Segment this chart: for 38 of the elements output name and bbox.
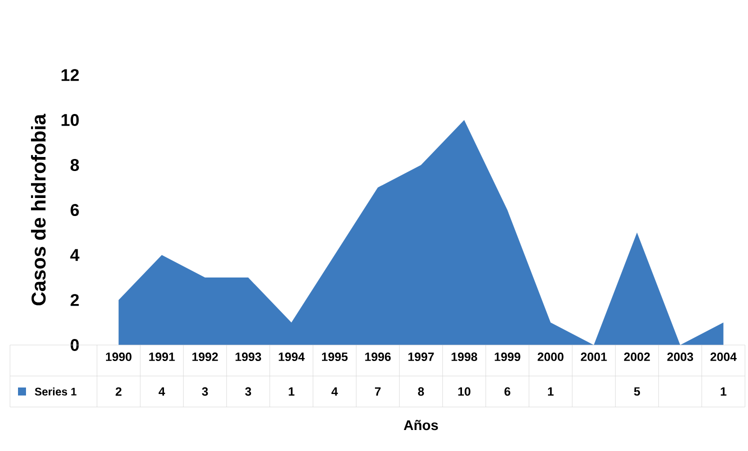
data-label: 1 <box>288 387 294 396</box>
y-axis-title: Casos de hidrofobia <box>31 114 46 306</box>
y-tick-label: 10 <box>62 114 79 126</box>
x-tick-label: 1995 <box>322 352 348 362</box>
data-label: 10 <box>458 387 470 396</box>
y-tick-label: 2 <box>70 294 79 306</box>
x-tick-label: 1993 <box>236 352 262 362</box>
x-tick-label: 1996 <box>365 352 391 362</box>
data-label: 3 <box>245 387 252 396</box>
y-tick-label: 0 <box>70 338 79 352</box>
x-tick-label: 1997 <box>408 352 434 362</box>
data-label: 8 <box>418 387 424 396</box>
y-tick-label: 8 <box>70 158 79 172</box>
data-label: 3 <box>202 387 208 396</box>
x-tick-label: 1994 <box>278 352 305 362</box>
data-label: 4 <box>331 387 338 396</box>
data-label: 6 <box>504 387 510 396</box>
data-label: 4 <box>158 387 166 396</box>
x-tick-label: 1992 <box>192 352 218 362</box>
data-label: 1 <box>720 387 726 396</box>
data-label: 2 <box>116 387 122 396</box>
y-tick-label: 12 <box>62 69 79 81</box>
x-tick-label: 2001 <box>580 352 607 362</box>
data-label: 1 <box>548 387 554 396</box>
x-tick-label: 2000 <box>538 352 564 362</box>
x-tick-label: 2003 <box>667 352 694 362</box>
legend-label: Series 1 <box>34 387 76 396</box>
y-tick-label: 4 <box>70 249 80 261</box>
x-tick-label: 1991 <box>149 352 175 362</box>
y-tick-label: 6 <box>70 204 79 216</box>
data-label: 7 <box>374 387 381 396</box>
x-tick-label: 2002 <box>624 352 650 362</box>
x-axis-title: Años <box>404 420 438 430</box>
x-tick-label: 1990 <box>106 352 132 362</box>
x-tick-label: 1999 <box>494 352 520 362</box>
x-tick-label: 1998 <box>452 352 478 362</box>
x-tick-label: 2004 <box>710 352 737 362</box>
data-label: 5 <box>634 387 640 396</box>
